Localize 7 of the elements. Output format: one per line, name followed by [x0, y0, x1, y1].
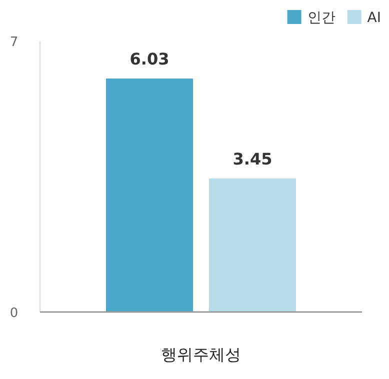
legend-label: 인간 — [307, 10, 336, 26]
x-tick-label: 행위주체성 — [161, 345, 241, 364]
legend-label: AI — [367, 10, 381, 26]
y-tick-label: 0 — [10, 306, 18, 321]
data-label: 3.45 — [232, 149, 272, 168]
data-label: 6.03 — [130, 50, 170, 69]
y-tick-label: 7 — [10, 35, 18, 50]
